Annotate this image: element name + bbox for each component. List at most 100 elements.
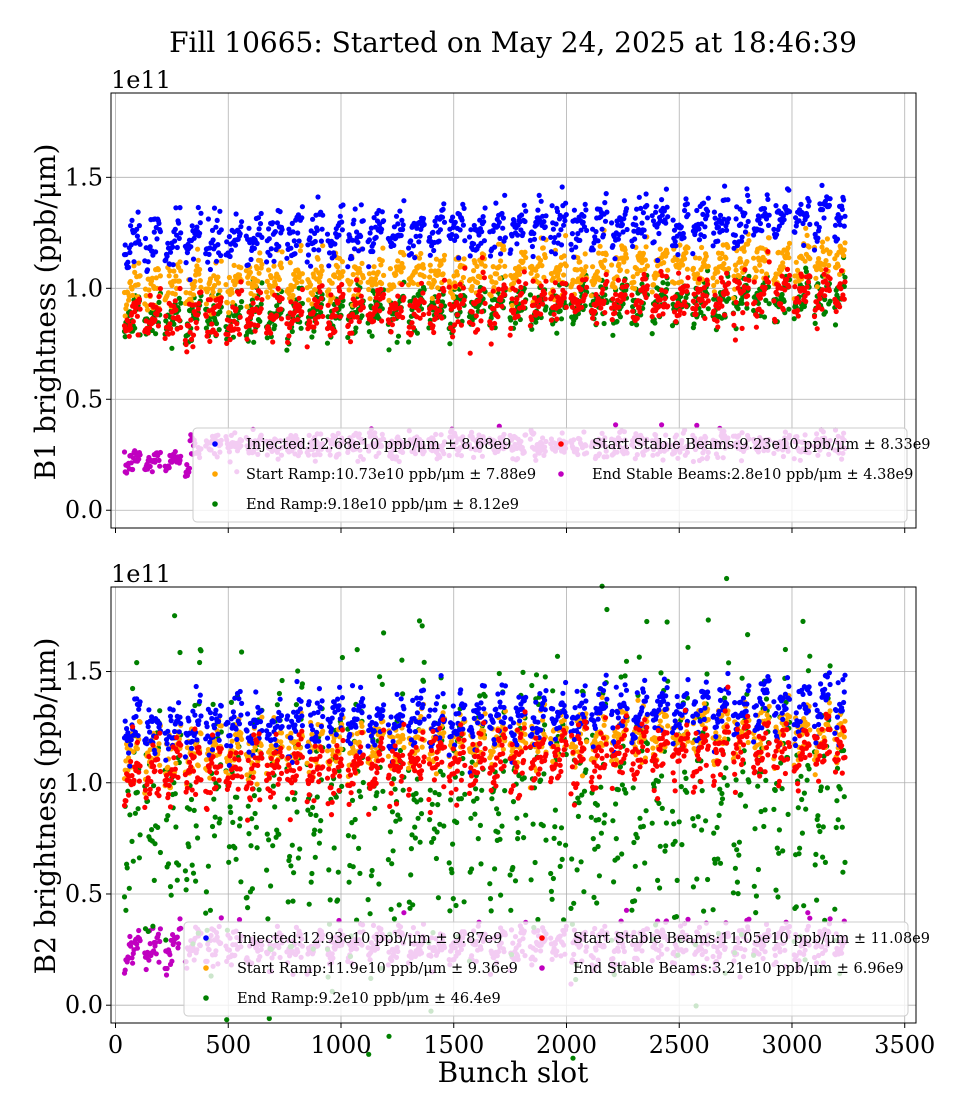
- data-point: [792, 284, 798, 290]
- data-point: [653, 204, 659, 210]
- data-point: [631, 279, 637, 285]
- data-point: [410, 325, 416, 331]
- data-point: [336, 232, 342, 238]
- data-point: [183, 341, 189, 348]
- data-point: [198, 284, 204, 290]
- data-point: [236, 331, 243, 337]
- data-point: [146, 957, 152, 963]
- data-point: [743, 223, 749, 229]
- data-point: [441, 201, 447, 207]
- data-point: [318, 295, 324, 301]
- data-point: [534, 273, 540, 279]
- data-point: [722, 183, 728, 189]
- data-point: [733, 299, 739, 305]
- y-tick-label: 1.5: [65, 163, 103, 191]
- data-point: [401, 295, 407, 301]
- data-point: [563, 212, 569, 218]
- data-point: [408, 251, 414, 257]
- data-point: [765, 279, 772, 285]
- data-point: [481, 238, 487, 244]
- data-point: [420, 311, 427, 318]
- data-point: [762, 284, 768, 290]
- data-point: [356, 287, 362, 293]
- data-point: [435, 285, 441, 291]
- data-point: [600, 286, 606, 292]
- data-point: [244, 336, 250, 342]
- data-point: [358, 202, 364, 208]
- data-point: [130, 292, 136, 298]
- data-point: [623, 255, 630, 261]
- data-point: [259, 261, 265, 267]
- legend-label: Start Stable Beams:9.23e10 ppb/μm ± 8.33…: [592, 437, 931, 453]
- data-point: [177, 285, 183, 292]
- data-point: [136, 927, 142, 934]
- data-point: [121, 449, 128, 455]
- data-point: [673, 319, 679, 325]
- data-point: [577, 259, 583, 265]
- data-point: [551, 311, 557, 317]
- data-point: [632, 286, 638, 292]
- data-point: [460, 222, 466, 228]
- data-point: [771, 298, 777, 304]
- data-point: [367, 296, 373, 302]
- data-point: [726, 296, 732, 302]
- data-point: [239, 288, 245, 294]
- data-point: [380, 245, 386, 251]
- data-point: [127, 249, 133, 256]
- data-point: [663, 273, 670, 279]
- data-point: [569, 304, 576, 310]
- data-point: [838, 286, 844, 292]
- data-point: [527, 323, 534, 329]
- data-point: [408, 238, 414, 244]
- data-point: [807, 221, 813, 227]
- data-point: [786, 272, 793, 278]
- data-point: [153, 951, 159, 957]
- data-point: [538, 257, 544, 264]
- data-point: [527, 292, 534, 298]
- data-point: [318, 304, 324, 311]
- data-point: [552, 251, 559, 257]
- data-point: [501, 247, 507, 253]
- data-point: [360, 304, 366, 311]
- data-point: [339, 259, 345, 265]
- data-point: [601, 298, 607, 304]
- data-point: [823, 258, 829, 264]
- data-point: [529, 317, 535, 323]
- data-point: [270, 220, 276, 226]
- data-point: [188, 244, 194, 250]
- data-point: [542, 291, 548, 297]
- data-point: [637, 309, 643, 315]
- data-point: [512, 320, 519, 326]
- data-point: [745, 285, 751, 291]
- data-point: [742, 210, 748, 216]
- data-point: [458, 322, 464, 328]
- data-point: [409, 320, 415, 326]
- data-point: [827, 249, 833, 255]
- data-point: [604, 278, 610, 285]
- data-point: [595, 238, 601, 244]
- data-point: [619, 221, 626, 228]
- data-point: [232, 242, 239, 248]
- data-point: [246, 225, 252, 231]
- data-point: [177, 259, 183, 265]
- data-point: [705, 195, 711, 201]
- data-point: [719, 303, 725, 309]
- data-point: [657, 297, 663, 303]
- data-point: [766, 212, 772, 218]
- data-point: [632, 236, 638, 242]
- data-point: [683, 303, 689, 309]
- data-point: [172, 449, 178, 455]
- data-point: [244, 304, 250, 310]
- data-point: [217, 309, 223, 315]
- data-point: [304, 344, 310, 350]
- data-point: [388, 329, 394, 335]
- data-point: [195, 246, 201, 252]
- data-point: [178, 268, 184, 274]
- data-point: [366, 264, 372, 270]
- data-point: [310, 291, 316, 298]
- data-point: [340, 202, 346, 208]
- data-point: [277, 209, 283, 215]
- data-point: [359, 260, 365, 266]
- data-point: [690, 265, 697, 271]
